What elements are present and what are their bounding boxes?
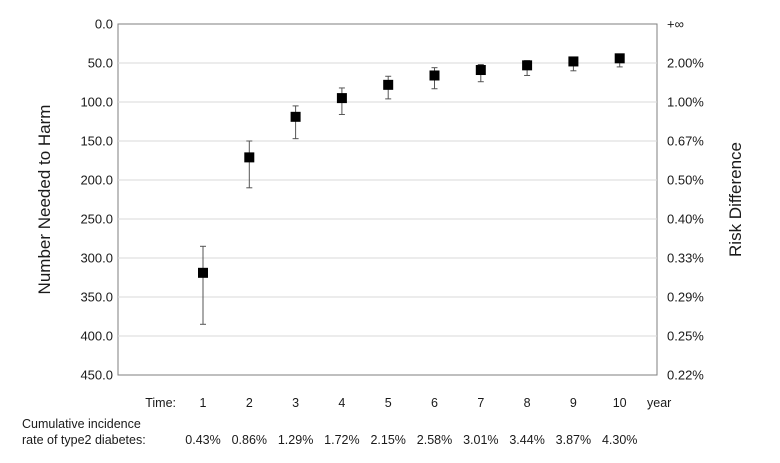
- x-tick-label: 5: [385, 396, 392, 410]
- x-tick-label: 8: [524, 396, 531, 410]
- data-point-group: [568, 56, 579, 72]
- incidence-label-line2: rate of type2 diabetes:: [22, 433, 146, 447]
- y-tick-label: 200.0: [80, 173, 113, 188]
- incidence-row: Cumulative incidence rate of type2 diabet…: [22, 417, 637, 447]
- x-tick-label: 9: [570, 396, 577, 410]
- y-tick-label: 400.0: [80, 329, 113, 344]
- gridlines: [118, 62, 657, 337]
- y2-tick-label: 0.29%: [667, 290, 704, 305]
- data-point: [336, 93, 347, 104]
- data-point: [383, 79, 394, 90]
- y2-tick-label: 0.25%: [667, 329, 704, 344]
- y2-tick-label: 0.40%: [667, 212, 704, 227]
- data-point-group: [290, 105, 301, 140]
- incidence-value: 4.30%: [602, 433, 637, 447]
- data-point: [244, 152, 255, 163]
- incidence-value: 2.15%: [370, 433, 405, 447]
- x-unit-label: year: [647, 396, 671, 410]
- right-axis-ticks: +∞ 2.00% 1.00% 0.67% 0.50% 0.40% 0.33% 0.29% 0.2…: [667, 17, 704, 383]
- data-point: [614, 53, 625, 64]
- left-axis-ticks: 0.0 50.0 100.0 150.0 200.0 250.0 300.0 350.0 400…: [80, 17, 113, 383]
- data-point: [429, 70, 440, 81]
- data-point-group: [198, 245, 208, 325]
- incidence-value: 3.44%: [509, 433, 544, 447]
- y-tick-label: 0.0: [95, 17, 113, 32]
- y-axis-title: Number Needed to Harm: [35, 105, 54, 295]
- incidence-value: 2.58%: [417, 433, 452, 447]
- y-tick-label: 450.0: [80, 368, 113, 383]
- incidence-label-line1: Cumulative incidence: [22, 417, 141, 431]
- data-point-group: [522, 60, 533, 76]
- incidence-value: 3.87%: [556, 433, 591, 447]
- x-tick-label: 2: [246, 396, 253, 410]
- y-tick-label: 100.0: [80, 95, 113, 110]
- data-point-group: [429, 67, 440, 90]
- time-row: Time: 1 2 3 4 5 6 7 8 9 10 year: [145, 396, 671, 410]
- data-point: [522, 60, 533, 71]
- y2-tick-label: 2.00%: [667, 56, 704, 71]
- data-point-group: [383, 75, 394, 100]
- x-tick-label: 1: [200, 396, 207, 410]
- data-point: [290, 111, 301, 122]
- data-point-group: [614, 53, 625, 68]
- incidence-value: 0.43%: [185, 433, 220, 447]
- incidence-value: 1.72%: [324, 433, 359, 447]
- incidence-value: 0.86%: [232, 433, 267, 447]
- incidence-value: 3.01%: [463, 433, 498, 447]
- plot-area: [117, 23, 658, 376]
- data-point: [475, 65, 486, 76]
- data-marks: [198, 53, 625, 325]
- y2-tick-label: 0.33%: [667, 251, 704, 266]
- data-point-group: [336, 87, 347, 115]
- y2-axis-title: Risk Difference: [726, 142, 745, 257]
- y2-tick-label: 1.00%: [667, 95, 704, 110]
- data-point-group: [244, 140, 255, 189]
- y2-tick-label: 0.67%: [667, 134, 704, 149]
- time-row-label: Time:: [145, 396, 176, 410]
- y-tick-label: 50.0: [88, 56, 113, 71]
- x-tick-label: 6: [431, 396, 438, 410]
- y-tick-label: 150.0: [80, 134, 113, 149]
- data-point: [568, 56, 579, 67]
- x-tick-label: 10: [613, 396, 627, 410]
- y-tick-label: 250.0: [80, 212, 113, 227]
- y2-tick-label: 0.22%: [667, 368, 704, 383]
- y2-tick-label: 0.50%: [667, 173, 704, 188]
- x-tick-label: 4: [338, 396, 345, 410]
- data-point-group: [475, 64, 486, 83]
- x-tick-label: 7: [477, 396, 484, 410]
- x-tick-label: 3: [292, 396, 299, 410]
- y2-tick-label: +∞: [667, 17, 684, 32]
- incidence-value: 1.29%: [278, 433, 313, 447]
- data-point: [198, 267, 208, 278]
- y-tick-label: 300.0: [80, 251, 113, 266]
- y-tick-label: 350.0: [80, 290, 113, 305]
